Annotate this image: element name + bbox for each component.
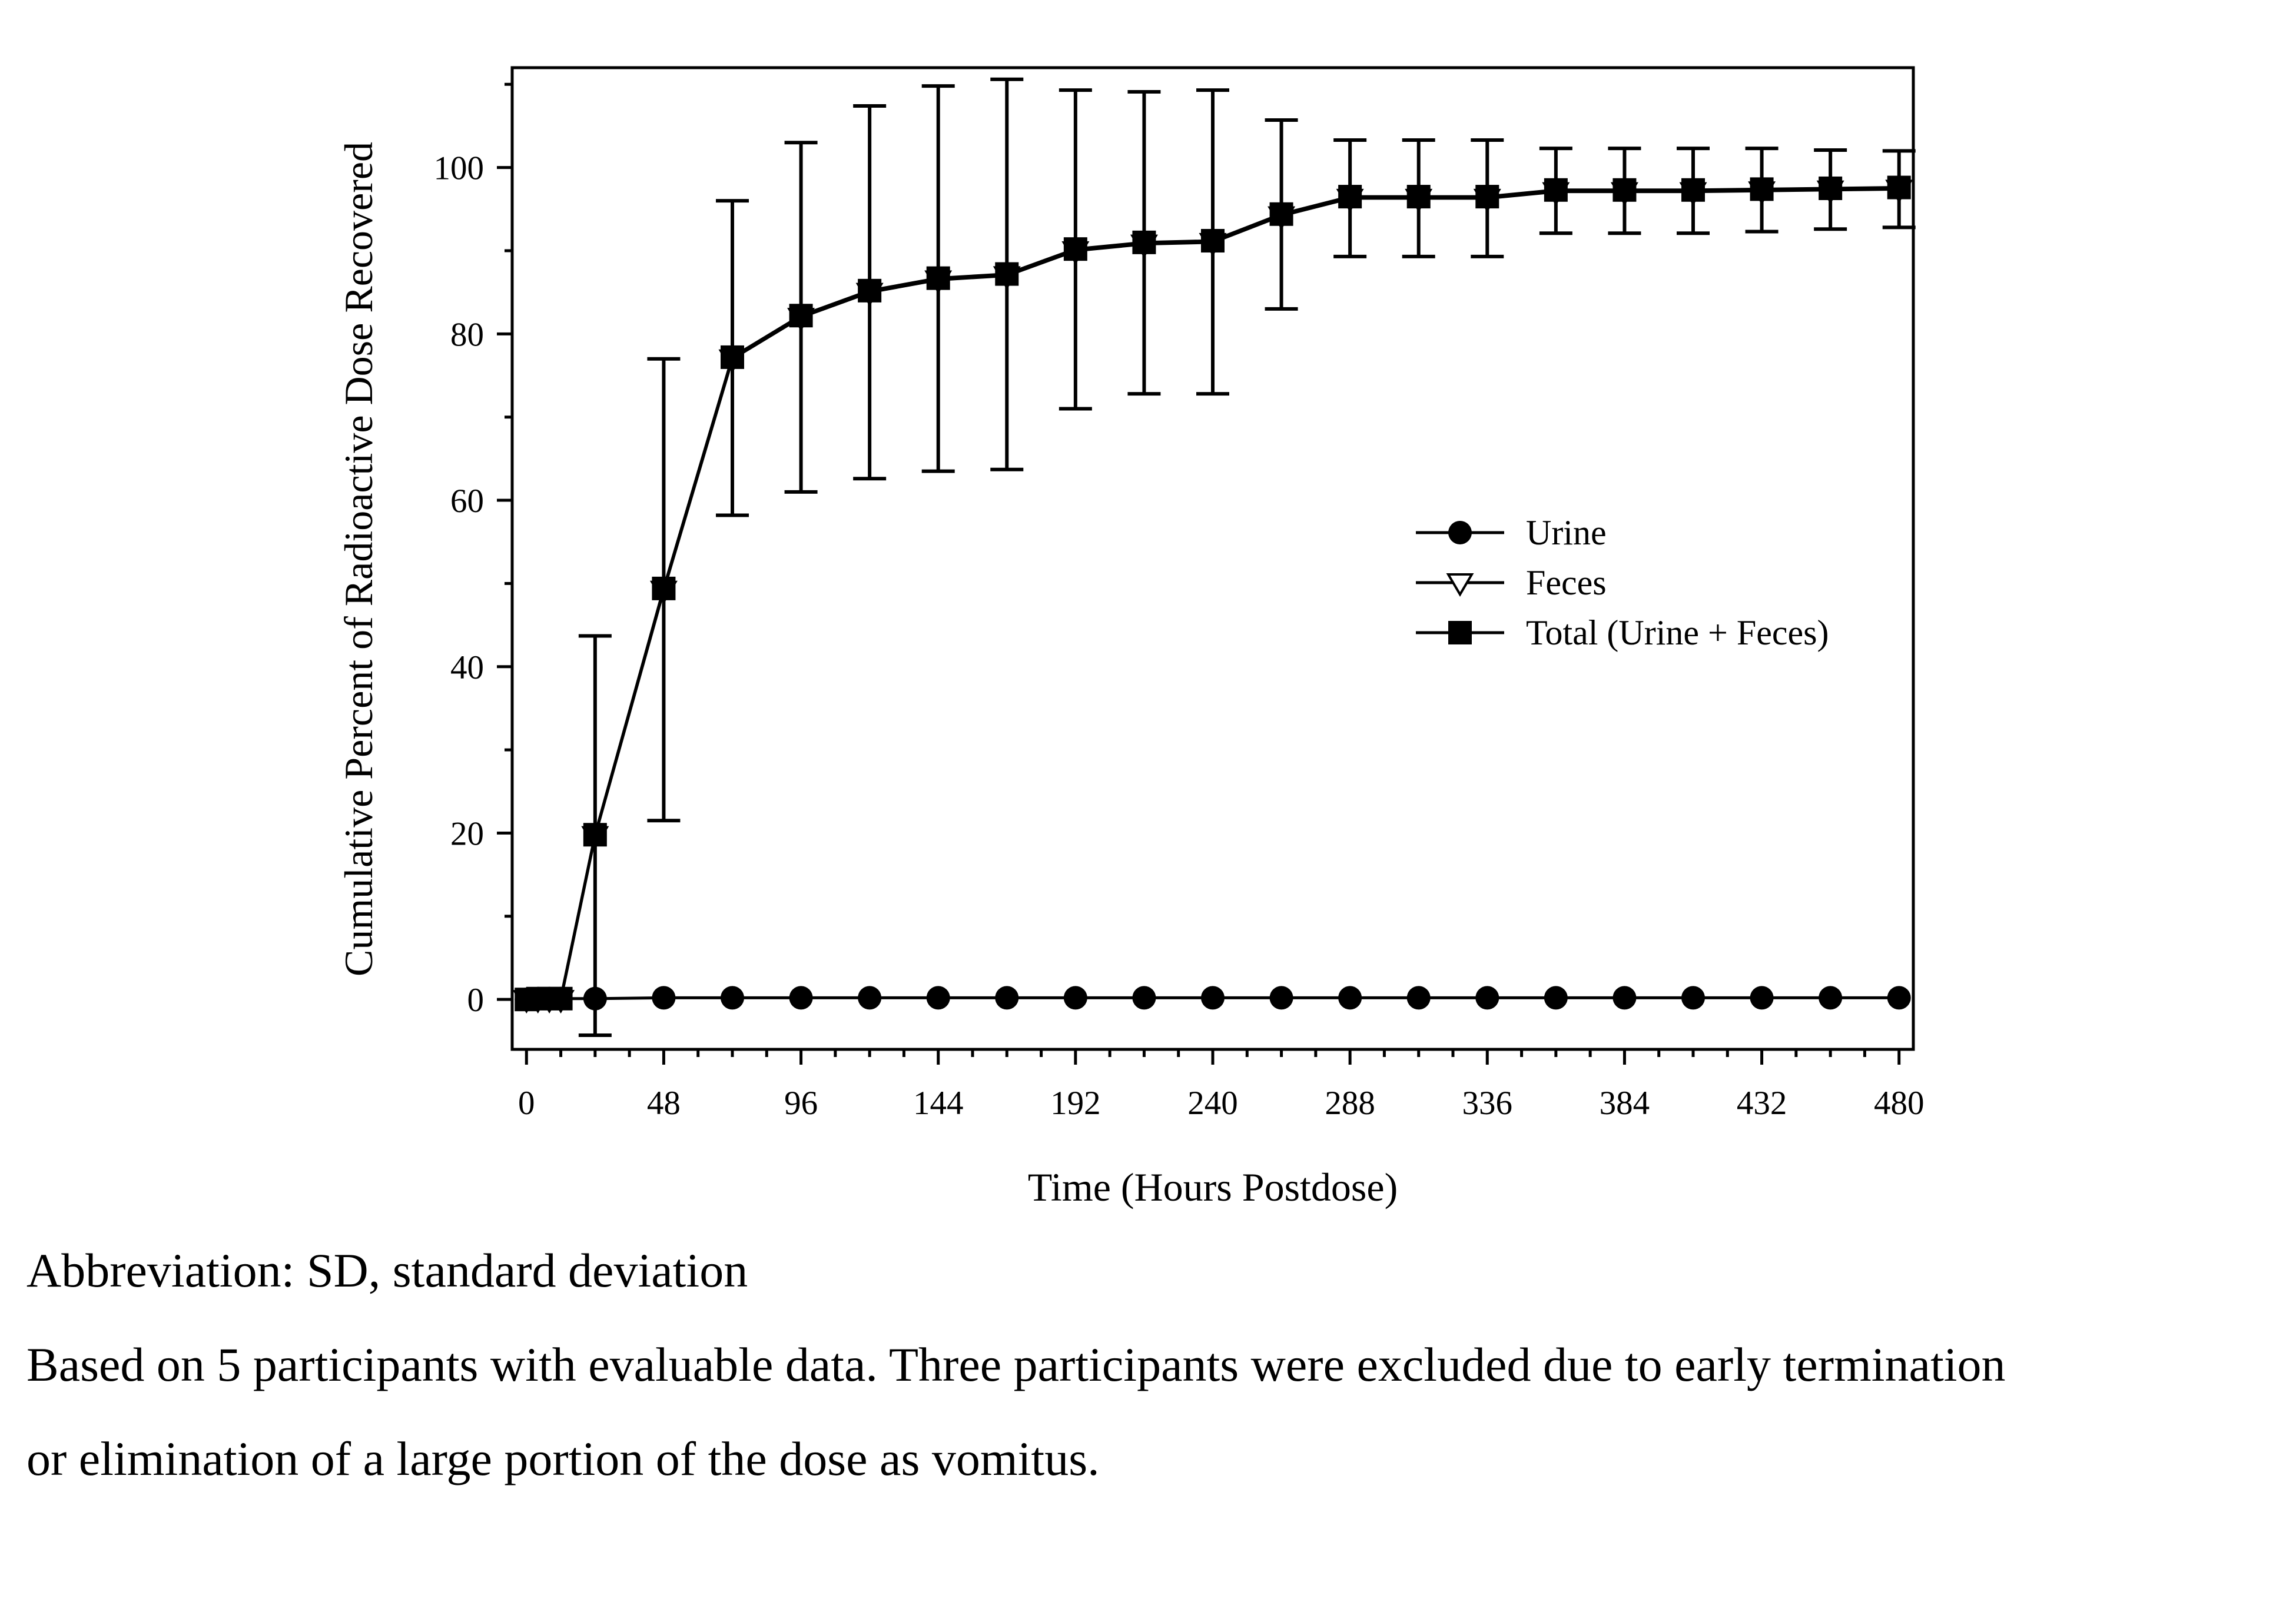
x-tick-label: 144 bbox=[913, 1085, 964, 1122]
data-point bbox=[1201, 986, 1225, 1010]
y-tick-label: 40 bbox=[450, 649, 484, 686]
data-point bbox=[1887, 175, 1911, 200]
footnote-line-2: or elimination of a large portion of the… bbox=[26, 1432, 1100, 1485]
data-point bbox=[652, 576, 676, 600]
data-point bbox=[1338, 986, 1362, 1010]
data-point bbox=[926, 986, 950, 1010]
data-point bbox=[1063, 986, 1087, 1010]
data-point bbox=[1544, 178, 1568, 202]
y-tick-label: 100 bbox=[434, 150, 485, 187]
y-tick-label: 60 bbox=[450, 483, 484, 520]
x-tick-label: 336 bbox=[1462, 1085, 1513, 1122]
data-point bbox=[1406, 185, 1431, 209]
data-point bbox=[1406, 986, 1431, 1010]
series-layer bbox=[512, 77, 1916, 1037]
data-point bbox=[1063, 237, 1087, 261]
data-point bbox=[1201, 229, 1225, 253]
data-point bbox=[1269, 986, 1293, 1010]
legend-marker bbox=[1448, 621, 1472, 644]
data-point bbox=[995, 262, 1019, 286]
data-point bbox=[1681, 986, 1705, 1010]
x-tick-label: 0 bbox=[518, 1085, 535, 1122]
x-axis: 0 48 96 144 192 240 288 336 384 432 480 bbox=[518, 1049, 1924, 1122]
x-tick-label: 480 bbox=[1874, 1085, 1925, 1122]
data-point bbox=[1612, 178, 1637, 202]
legend-marker bbox=[1448, 521, 1472, 544]
data-point bbox=[1475, 185, 1499, 209]
data-point bbox=[926, 266, 950, 290]
data-point bbox=[789, 986, 813, 1010]
legend-label: Feces bbox=[1526, 563, 1607, 602]
series-0 bbox=[515, 986, 1911, 1012]
legend: Urine Feces Total (Urine + Feces) bbox=[1416, 513, 1829, 652]
y-tick-label: 0 bbox=[467, 982, 485, 1019]
footnote-line-1: Based on 5 participants with evaluable d… bbox=[26, 1338, 2006, 1391]
data-point bbox=[1544, 986, 1568, 1010]
data-point bbox=[1887, 986, 1911, 1010]
abbreviation-note: Abbreviation: SD, standard deviation bbox=[26, 1244, 748, 1297]
data-point bbox=[1475, 986, 1499, 1010]
data-point bbox=[721, 986, 744, 1010]
data-point bbox=[1269, 202, 1293, 226]
x-tick-label: 96 bbox=[784, 1085, 818, 1122]
data-point bbox=[1132, 986, 1156, 1010]
legend-label: Urine bbox=[1526, 513, 1607, 552]
x-axis-title: Time (Hours Postdose) bbox=[1028, 1165, 1398, 1209]
data-point bbox=[858, 278, 882, 303]
y-tick-label: 80 bbox=[450, 316, 484, 353]
legend-label: Total (Urine + Feces) bbox=[1526, 613, 1829, 652]
data-point bbox=[858, 986, 882, 1010]
x-tick-label: 384 bbox=[1600, 1085, 1650, 1122]
x-tick-label: 288 bbox=[1325, 1085, 1375, 1122]
y-axis-title: Cumulative Percent of Radioactive Dose R… bbox=[336, 142, 381, 976]
series-2 bbox=[515, 77, 1916, 1037]
data-point bbox=[995, 986, 1019, 1010]
x-tick-label: 192 bbox=[1050, 1085, 1101, 1122]
data-point bbox=[1612, 986, 1637, 1010]
y-tick-label: 20 bbox=[450, 815, 484, 852]
x-tick-label: 432 bbox=[1737, 1085, 1787, 1122]
data-point bbox=[1750, 986, 1774, 1010]
data-point bbox=[1681, 178, 1705, 202]
data-point bbox=[1750, 177, 1774, 201]
x-tick-label: 240 bbox=[1187, 1085, 1238, 1122]
data-point bbox=[1819, 986, 1843, 1010]
data-point bbox=[1819, 176, 1843, 200]
data-point bbox=[549, 986, 573, 1011]
data-point bbox=[721, 345, 744, 369]
x-tick-label: 48 bbox=[647, 1085, 681, 1122]
data-point bbox=[1132, 230, 1156, 254]
legend-marker bbox=[1446, 573, 1474, 597]
y-axis: 0 20 40 60 80 100 bbox=[434, 82, 512, 1019]
data-point bbox=[1338, 185, 1362, 209]
data-point bbox=[652, 986, 676, 1010]
data-point bbox=[583, 823, 607, 847]
data-point bbox=[789, 304, 813, 328]
